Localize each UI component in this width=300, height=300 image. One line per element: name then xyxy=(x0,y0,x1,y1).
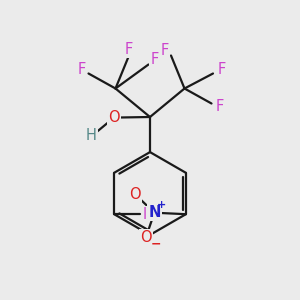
Text: F: F xyxy=(161,43,169,58)
Text: O: O xyxy=(129,187,141,202)
Text: I: I xyxy=(143,207,147,222)
Text: O: O xyxy=(140,230,152,245)
Text: F: F xyxy=(217,62,226,77)
Text: −: − xyxy=(150,237,161,250)
Text: O: O xyxy=(108,110,120,125)
Text: F: F xyxy=(77,62,86,77)
Text: +: + xyxy=(157,200,167,210)
Text: H: H xyxy=(86,128,97,143)
Text: N: N xyxy=(148,205,160,220)
Text: F: F xyxy=(215,99,224,114)
Text: F: F xyxy=(150,52,159,68)
Text: F: F xyxy=(125,42,133,57)
